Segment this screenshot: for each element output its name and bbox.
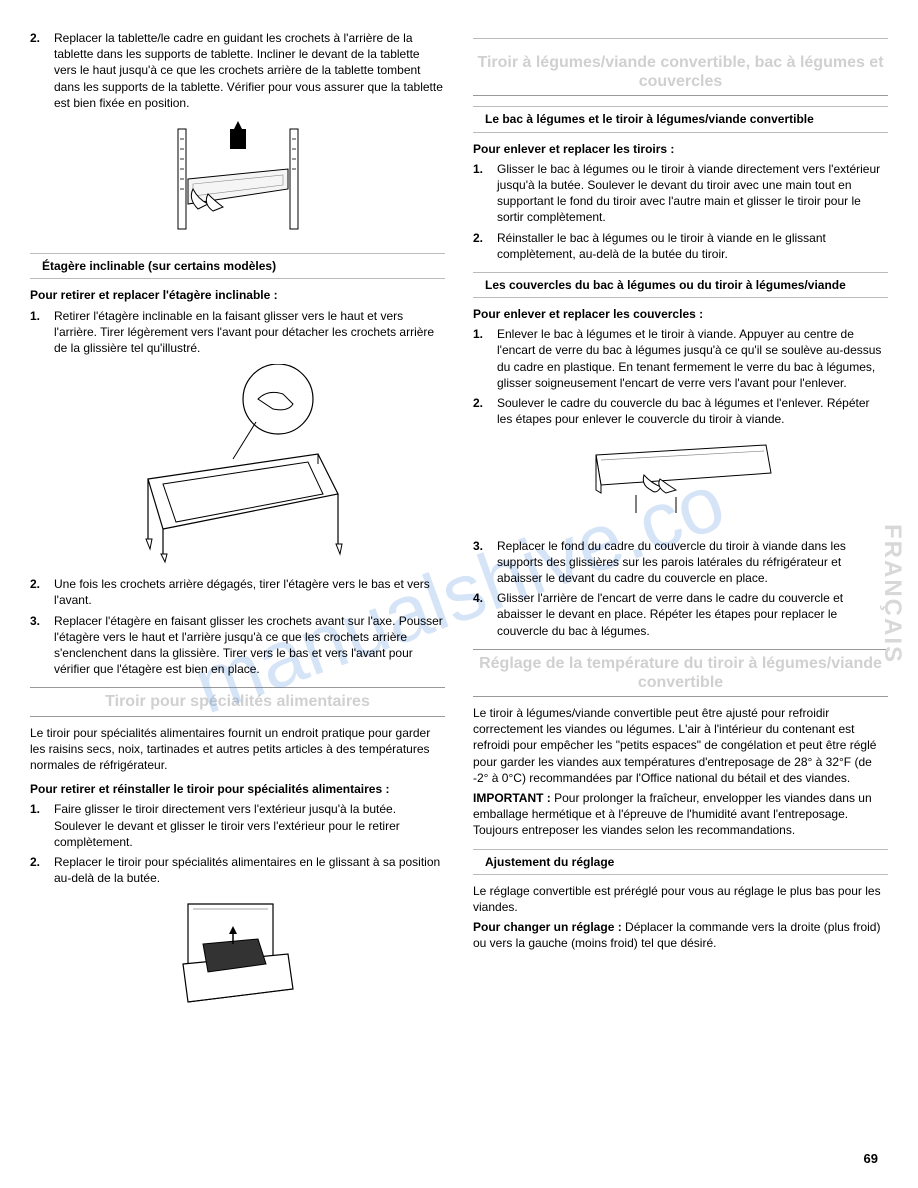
list-item: 2. Soulever le cadre du couvercle du bac…: [497, 395, 888, 427]
list-item: 2. Replacer le tiroir pour spécialités a…: [54, 854, 445, 886]
page-number: 69: [864, 1150, 878, 1168]
divider: [473, 38, 888, 39]
step-number: 4.: [473, 590, 483, 606]
step-number: 1.: [30, 801, 40, 817]
sub-heading-couvercles: Les couvercles du bac à légumes ou du ti…: [473, 272, 888, 298]
step-text: Enlever le bac à légumes et le tiroir à …: [497, 327, 881, 390]
step-number: 2.: [473, 395, 483, 411]
figure-drawer: [30, 894, 445, 1018]
bold-instruction: Pour enlever et replacer les couvercles …: [473, 306, 888, 322]
step-number: 1.: [30, 308, 40, 324]
step-number: 3.: [473, 538, 483, 554]
step-text: Replacer la tablette/le cadre en guidant…: [54, 31, 443, 110]
important-label: IMPORTANT :: [473, 791, 551, 805]
list-item: 1. Retirer l'étagère inclinable en la fa…: [54, 308, 445, 357]
list-item: 2. Réinstaller le bac à légumes ou le ti…: [497, 230, 888, 262]
step-text: Faire glisser le tiroir directement vers…: [54, 802, 400, 848]
bold-instruction: Pour enlever et replacer les tiroirs :: [473, 141, 888, 157]
left-column: 2. Replacer la tablette/le cadre en guid…: [30, 30, 445, 1026]
step-number: 2.: [473, 230, 483, 246]
step-number: 2.: [30, 30, 40, 46]
right-column: Tiroir à légumes/viande convertible, bac…: [473, 30, 888, 1026]
step-text: Réinstaller le bac à légumes ou le tiroi…: [497, 231, 826, 261]
step-text: Soulever le cadre du couvercle du bac à …: [497, 396, 870, 426]
list-item: 3. Replacer le fond du cadre du couvercl…: [497, 538, 888, 587]
step-text: Replacer l'étagère en faisant glisser le…: [54, 614, 443, 677]
bold-instruction: Pour retirer et replacer l'étagère incli…: [30, 287, 445, 303]
list-item: 1. Faire glisser le tiroir directement v…: [54, 801, 445, 850]
step-text: Une fois les crochets arrière dégagés, t…: [54, 577, 430, 607]
section-heading-convertible: Tiroir à légumes/viande convertible, bac…: [473, 49, 888, 96]
paragraph: Le réglage convertible est préréglé pour…: [473, 883, 888, 915]
figure-cover-removal: [473, 435, 888, 529]
sub-heading-bac: Le bac à légumes et le tiroir à légumes/…: [473, 106, 888, 132]
step-number: 1.: [473, 326, 483, 342]
two-column-layout: 2. Replacer la tablette/le cadre en guid…: [30, 30, 888, 1026]
step-number: 3.: [30, 613, 40, 629]
list-item: 1. Enlever le bac à légumes et le tiroir…: [497, 326, 888, 391]
step-text: Glisser le bac à légumes ou le tiroir à …: [497, 162, 880, 225]
paragraph-changer: Pour changer un réglage : Déplacer la co…: [473, 919, 888, 951]
sub-heading-ajustement: Ajustement du réglage: [473, 849, 888, 875]
list-item: 4. Glisser l'arrière de l'encart de verr…: [497, 590, 888, 639]
paragraph: Le tiroir à légumes/viande convertible p…: [473, 705, 888, 786]
list-item: 1. Glisser le bac à légumes ou le tiroir…: [497, 161, 888, 226]
figure-tilt-shelf: [30, 364, 445, 568]
changer-label: Pour changer un réglage :: [473, 920, 622, 934]
section-heading-tiroir: Tiroir pour spécialités alimentaires: [30, 687, 445, 716]
list-item: 2. Une fois les crochets arrière dégagés…: [54, 576, 445, 608]
step-number: 2.: [30, 854, 40, 870]
paragraph: Le tiroir pour spécialités alimentaires …: [30, 725, 445, 774]
step-text: Retirer l'étagère inclinable en la faisa…: [54, 309, 434, 355]
paragraph-important: IMPORTANT : Pour prolonger la fraîcheur,…: [473, 790, 888, 839]
figure-shelf-install: [30, 119, 445, 243]
step-text: Glisser l'arrière de l'encart de verre d…: [497, 591, 843, 637]
step-number: 1.: [473, 161, 483, 177]
list-item: 3. Replacer l'étagère en faisant glisser…: [54, 613, 445, 678]
step-number: 2.: [30, 576, 40, 592]
sub-heading-inclinable: Étagère inclinable (sur certains modèles…: [30, 253, 445, 279]
section-heading-reglage: Réglage de la température du tiroir à lé…: [473, 649, 888, 697]
bold-instruction: Pour retirer et réinstaller le tiroir po…: [30, 781, 445, 797]
list-item: 2. Replacer la tablette/le cadre en guid…: [54, 30, 445, 111]
step-text: Replacer le tiroir pour spécialités alim…: [54, 855, 440, 885]
step-text: Replacer le fond du cadre du couvercle d…: [497, 539, 846, 585]
